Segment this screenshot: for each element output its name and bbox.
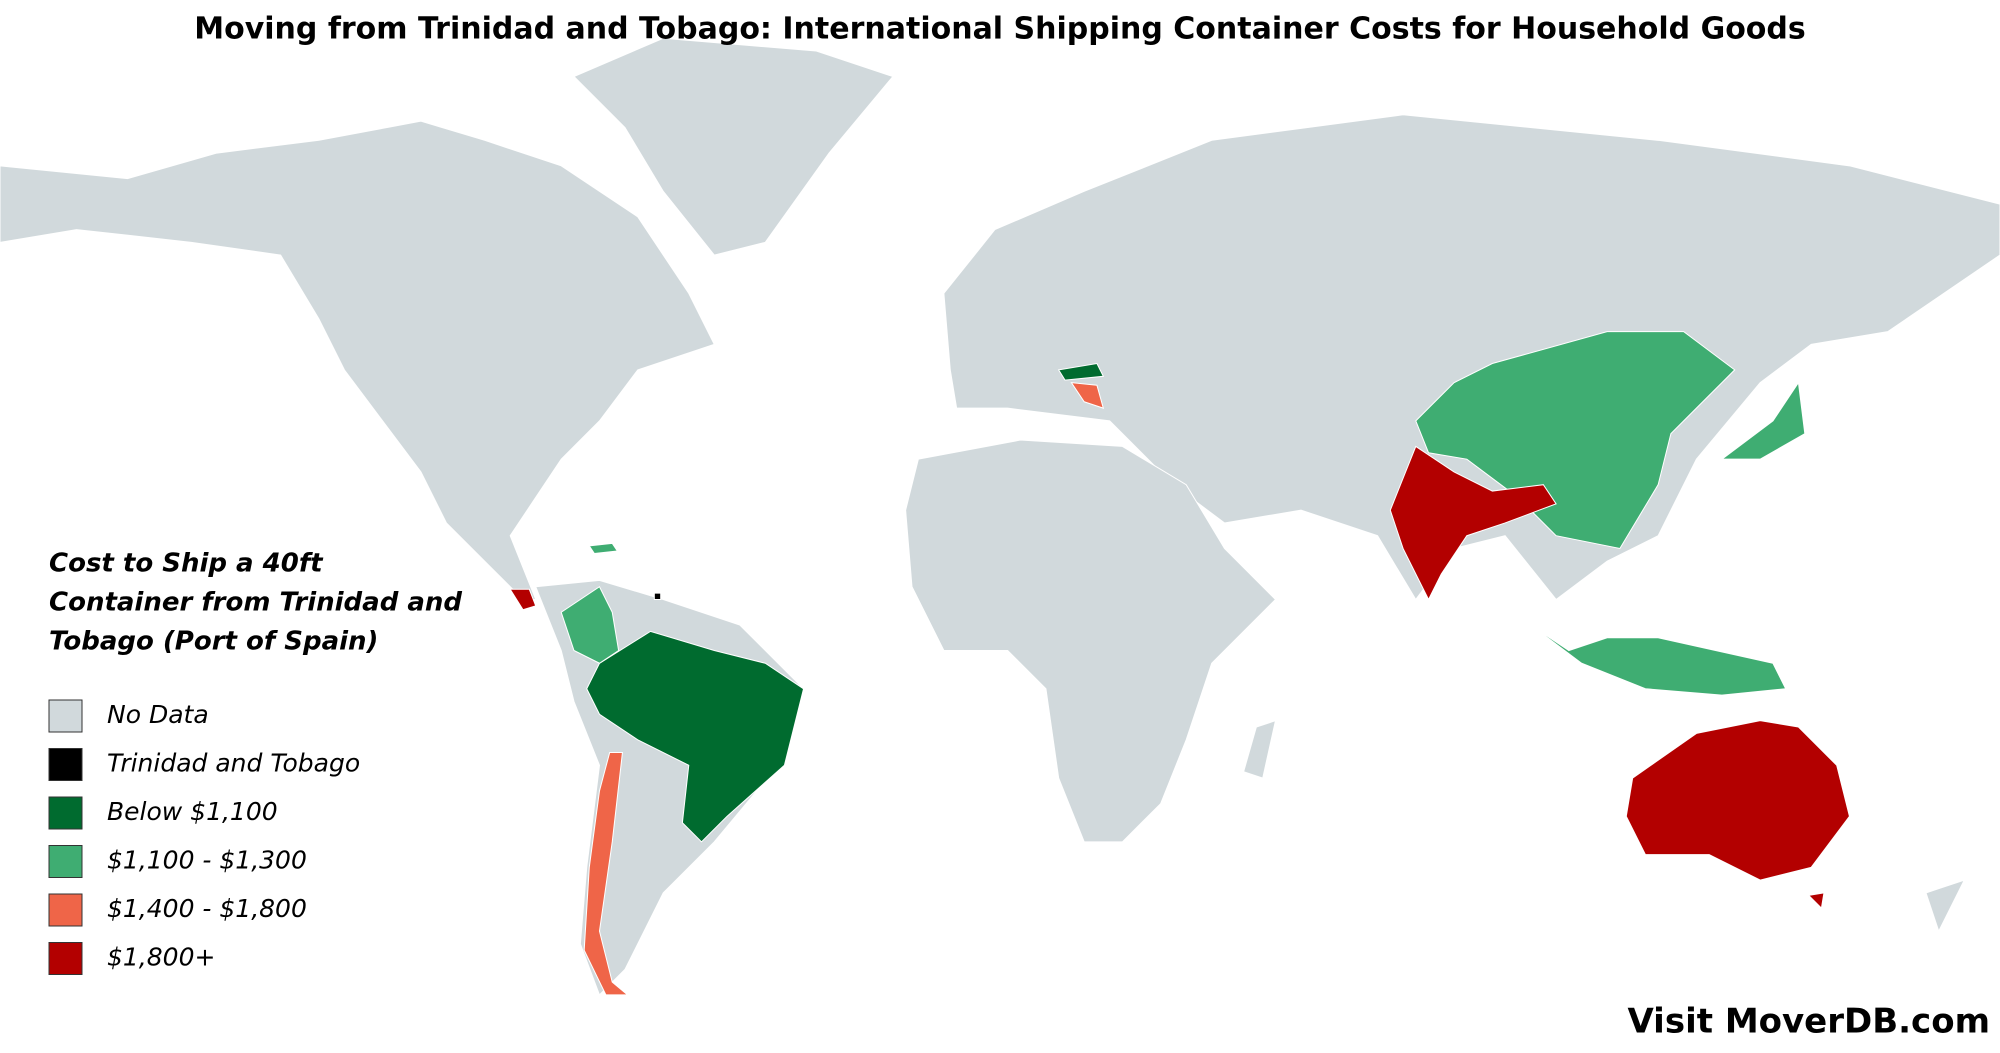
footer: Visit MoverDB.com: [1627, 1002, 1990, 1042]
chile: [583, 752, 629, 996]
costa-rica: [509, 588, 537, 611]
australia: [1625, 720, 1851, 881]
legend-title: Cost to Ship a 40ft: [49, 549, 324, 579]
new-zealand: [1925, 879, 1966, 933]
trinidad-and-tobago: [653, 592, 662, 600]
legend-label: No Data: [107, 700, 209, 729]
croatia: [1070, 382, 1105, 409]
india: [1389, 445, 1557, 601]
china: [1415, 331, 1736, 550]
legend-swatch: [48, 845, 83, 878]
greenland: [573, 37, 894, 256]
north-america: [0, 120, 715, 600]
tasmania: [1807, 892, 1825, 910]
legend-label: Below $1,100: [107, 797, 278, 826]
world-map: [0, 37, 2000, 996]
eurasia: [943, 114, 2000, 601]
austria: [1057, 362, 1105, 381]
indonesia: [1530, 624, 1787, 696]
legend-label: $1,100 - $1,300: [107, 846, 307, 875]
dominican-republic: [588, 542, 619, 555]
legend-swatch: [48, 699, 83, 733]
legend-title: Container from Trinidad and: [49, 588, 462, 618]
madagascar: [1242, 719, 1277, 779]
brazil: [586, 630, 805, 843]
legend-label: $1,400 - $1,800: [107, 894, 307, 923]
africa: [905, 439, 1277, 843]
legend-swatch: [48, 748, 83, 781]
legend-swatch: [48, 893, 83, 927]
title: Moving from Trinidad and Tobago: Interna…: [194, 12, 1806, 47]
legend-title: Tobago (Port of Spain): [49, 627, 378, 657]
legend-swatch: [48, 796, 83, 830]
legend-label: $1,800+: [107, 943, 215, 972]
legend-swatch: [48, 942, 83, 975]
japan: [1720, 381, 1806, 460]
colombia: [560, 585, 620, 664]
legend: Cost to Ship a 40ft Container from Trinid…: [48, 549, 462, 975]
legend-label: Trinidad and Tobago: [107, 749, 360, 778]
